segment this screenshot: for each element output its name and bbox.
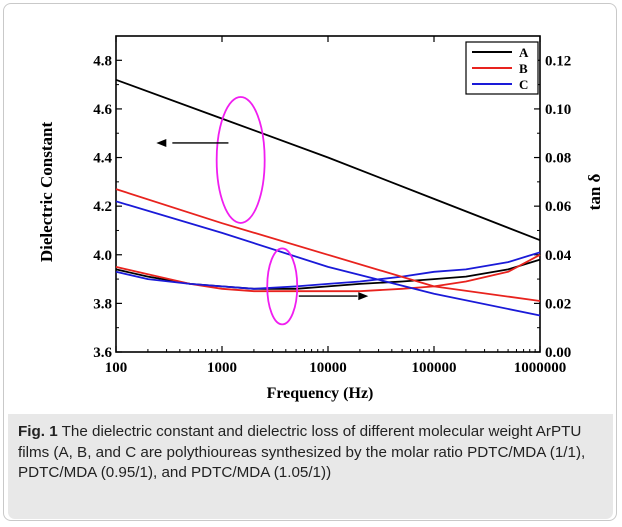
caption-text: The dielectric constant and dielectric l…: [18, 423, 586, 481]
plot-area: 100 1000 10000 100000 1000000 3.6 3.8 4.0 4.2 4.4…: [93, 35, 572, 376]
annotation-ellipse-tan-delta: [266, 247, 299, 326]
dual-axis-line-chart: 100 1000 10000 100000 1000000 3.6 3.8 4.0 4.2 4.4…: [37, 35, 604, 402]
series-line-c-dielectric-constant: [115, 200, 541, 317]
y-left-tick-label: 4.4: [93, 151, 112, 167]
figure-card: 100 1000 10000 100000 1000000 3.6 3.8 4.0 4.2 4.4…: [3, 3, 617, 521]
figure-caption: Fig. 1 The dielectric constant and diele…: [18, 422, 608, 484]
x-tick-label: 10000: [309, 360, 347, 376]
x-tick-label: 100000: [412, 360, 457, 376]
x-tick-label: 100: [105, 360, 128, 376]
legend-label-c: C: [519, 77, 528, 92]
caption-label: Fig. 1: [18, 423, 58, 440]
y-axis-label-right: tan δ: [585, 173, 604, 210]
arrow-to-right-axis-head: [358, 292, 369, 301]
y-right-tick-label: 0.10: [545, 102, 571, 118]
y-left-tick-label: 4.6: [93, 102, 112, 118]
x-tick-label: 1000: [207, 360, 237, 376]
legend-label-a: A: [519, 45, 529, 60]
y-right-tick-label: 0.02: [545, 296, 571, 312]
x-axis-label: Frequency (Hz): [267, 385, 374, 402]
series-line-b-dielectric-constant: [115, 188, 541, 302]
y-right-tick-label: 0.12: [545, 53, 571, 69]
annotation-ellipse-dielectric-constant: [215, 96, 266, 224]
y-left-tick-label: 3.6: [93, 345, 112, 361]
y-right-tick-label: 0.06: [545, 199, 572, 215]
arrow-to-left-axis-head: [156, 138, 167, 147]
y-left-tick-label: 4.0: [93, 248, 112, 264]
caption-area: Fig. 1 The dielectric constant and diele…: [8, 414, 613, 519]
legend-label-b: B: [519, 61, 528, 76]
y-left-tick-label: 4.2: [93, 199, 112, 215]
y-right-tick-label: 0.00: [545, 345, 571, 361]
series-line-c-tan-delta: [115, 251, 541, 290]
y-left-tick-label: 4.8: [93, 53, 112, 69]
series-line-a-dielectric-constant: [115, 78, 541, 242]
y-left-tick-label: 3.8: [93, 296, 112, 312]
y-right-tick-label: 0.04: [545, 248, 572, 264]
y-axis-label-left: Dielectric Constant: [37, 122, 56, 263]
x-tick-label: 1000000: [514, 360, 567, 376]
y-right-tick-label: 0.08: [545, 151, 571, 167]
